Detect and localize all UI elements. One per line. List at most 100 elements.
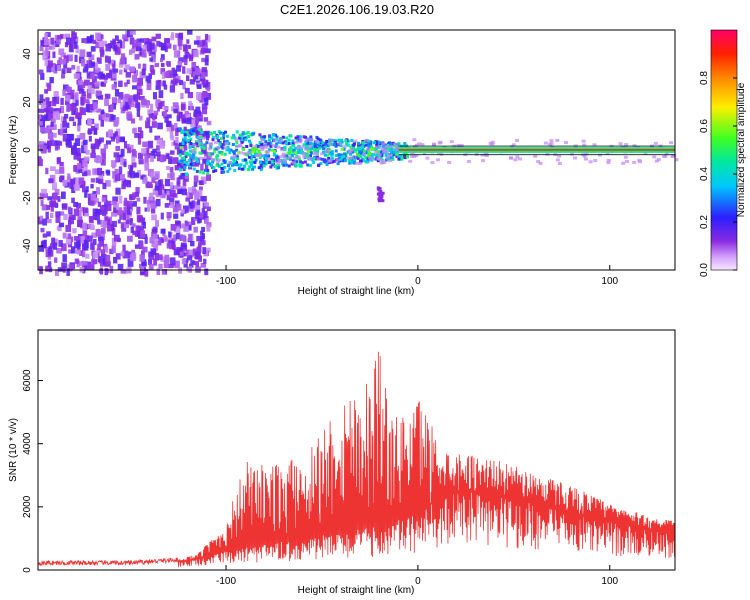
spectrogram-cell [112,196,118,202]
spectrogram-cell [674,158,679,162]
spectrogram-cell [484,152,489,156]
spectrogram-cell [284,154,288,158]
spectrogram-cell [43,38,50,46]
spectrogram-cell [270,158,274,162]
spectrogram-cell [125,71,132,78]
spectrogram-cell [257,166,261,170]
spectrogram-cell [287,151,291,155]
spectrogram-cell [73,202,79,207]
spectrogram-cell [238,144,243,148]
spectrogram-cell [162,80,166,87]
spectrogram-cell [186,138,190,142]
spectrogram-cell [201,196,207,202]
spectrogram-cell [164,254,170,262]
spectrogram-cell [380,152,384,156]
spectrogram-cell [53,91,59,97]
spectrogram-cell [170,124,175,132]
spectrogram-cell [380,158,384,162]
spectrogram-cell [68,217,75,225]
spectrogram-cell [139,254,145,262]
spectrogram-cell [191,127,195,131]
spectrogram-cell [94,138,98,147]
spectrogram-cell [362,158,366,162]
spectrogram-cell [156,40,161,47]
spectrogram-cell [105,43,112,52]
spectrogram-cell [104,216,109,222]
spectrogram-cell [193,127,199,134]
spectrogram-cell [197,244,202,252]
spectrogram-cell [91,88,95,95]
spectrogram-cell [377,188,381,192]
spectrogram-cell [45,106,51,113]
spectrogram-cell [210,157,215,161]
spectrogram-cell [71,31,75,38]
spectrogram-cell [52,182,57,191]
spectrogram-cell [292,142,296,146]
spectrogram-cell [182,252,188,257]
spectrogram-cell [258,145,263,149]
spectrogram-cell [352,143,356,147]
spectrogram-cell [114,47,121,55]
spectrogram-cell [269,165,273,169]
spectrogram-cell [326,153,330,157]
spectrogram-cell [146,82,152,91]
spectrogram-cell [248,165,252,169]
spectrogram-cell [83,237,87,242]
spectrogram-cell [55,215,61,223]
spectrogram-cell [114,89,120,97]
spectrogram-cell [145,75,150,82]
spectrogram-cell [54,238,58,246]
spectrogram-cell [163,106,169,111]
spectrogram-cell [180,165,184,169]
spectrogram-cell [149,172,154,178]
spectrogram-cell [44,44,48,50]
spectrogram-cell [323,158,327,162]
spectrogram-cell [82,68,89,73]
spectrogram-cell [48,178,54,183]
spectrogram-cell [56,157,60,165]
spectrogram-cell [38,114,43,120]
spectrogram-cell [481,159,486,163]
snr-x-ticks: -100 0 100 [216,565,619,587]
spectrogram-cell [38,69,44,75]
spectrogram-cell [220,152,224,156]
spectrogram-cell [221,131,225,135]
spectrogram-cell [94,62,99,70]
spectrogram-cell [82,263,88,270]
spectrogram-cell [555,158,560,162]
spectrogram-cell [318,146,322,150]
spectrogram-cell [166,153,170,160]
spectrogram-cell [87,85,92,94]
spectrogram-cell [147,109,153,115]
spectrogram-cell [197,217,201,224]
spectrogram-cell [198,180,204,185]
spectrogram-cell [299,135,303,139]
spectrogram-cell [48,113,52,120]
spectrogram-cell [170,223,176,231]
spectrogram-cell [104,76,108,84]
spectrogram-cell [563,141,568,145]
spectrogram-cell [202,82,209,88]
spectrogram-cell [140,175,144,180]
spectrogram-cell [124,82,128,87]
spectrogram-cell [110,211,115,217]
spectrogram-cell [111,220,117,228]
spectrogram-cell [88,54,95,61]
spectrogram-cell [206,225,211,232]
spectrogram-cell [56,36,61,45]
spectrogram-cell [382,150,387,154]
spectrogram-cell [261,154,265,158]
spectrogram-cell [241,138,245,142]
spectrogram-cell [264,162,268,166]
spectrogram-cell [188,224,192,231]
spectrogram-cell [180,159,184,163]
spectrogram-cell [97,256,101,263]
spectrogram-cell [66,122,70,128]
spectrogram-cell [77,123,81,132]
spectrogram-cell [400,157,404,161]
spectrogram-cell [178,45,182,51]
spectrogram-cell [218,150,222,154]
spectrogram-cell [62,179,68,187]
spectrogram-cell [220,137,224,141]
spectrogram-cell [75,113,82,119]
